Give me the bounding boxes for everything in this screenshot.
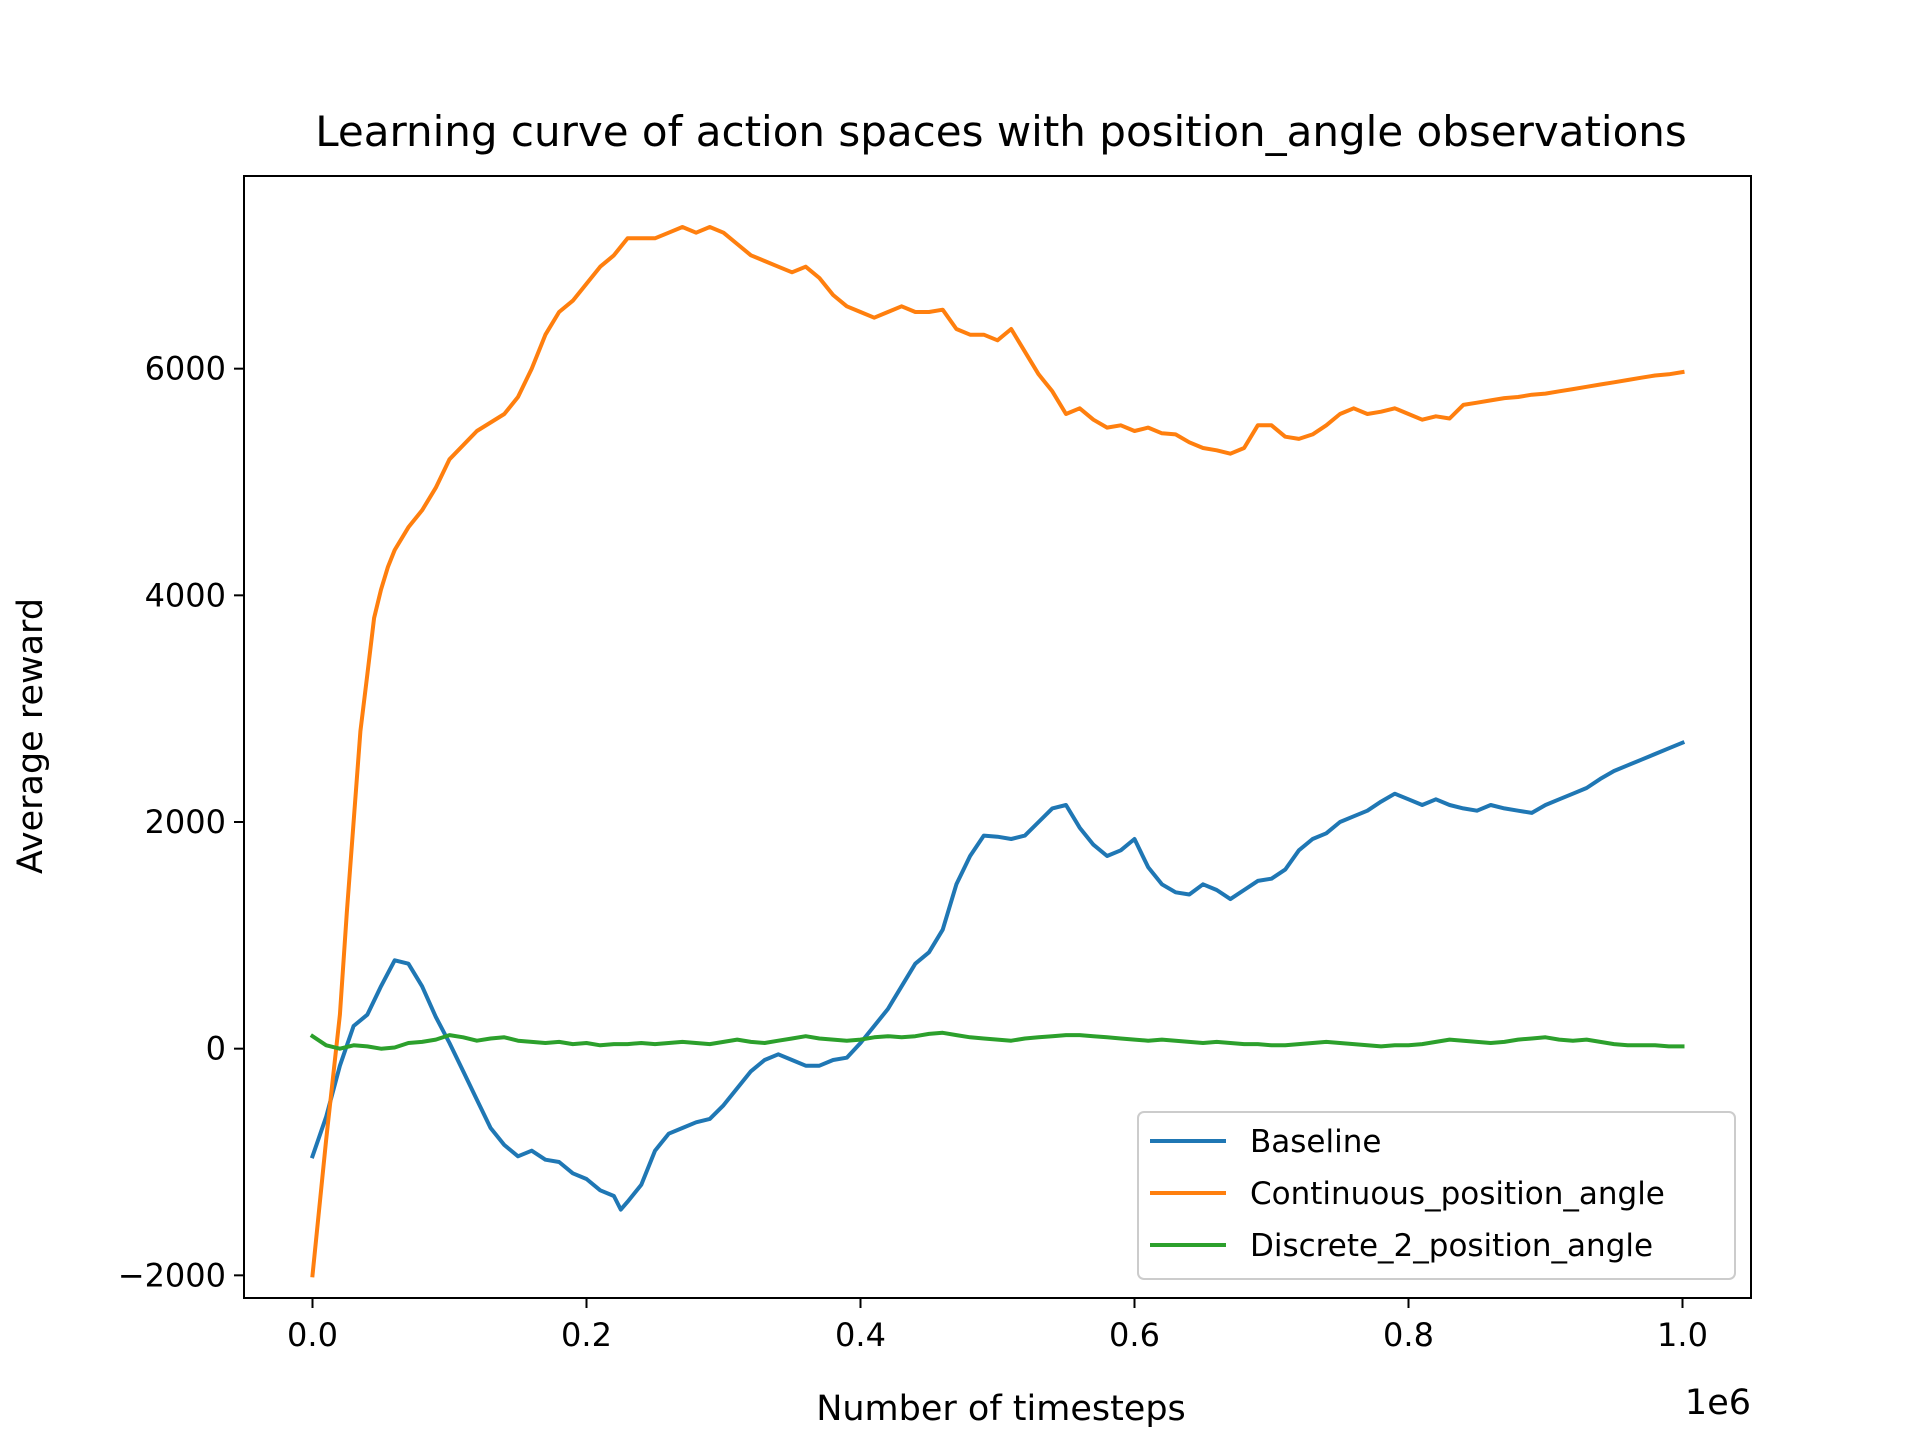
- y-tick-label: 4000: [145, 576, 226, 614]
- x-tick-label: 0.0: [287, 1316, 338, 1354]
- plot-frame: [243, 175, 1752, 1299]
- legend-label-continuous: Continuous_position_angle: [1250, 1176, 1665, 1212]
- legend: Baseline Continuous_position_angle Discr…: [1137, 1111, 1736, 1280]
- x-axis-offset-label: 1e6: [1685, 1383, 1751, 1423]
- legend-box: [1137, 1111, 1736, 1280]
- x-tick-label: 0.2: [561, 1316, 612, 1354]
- y-axis: −2000 0 2000 4000 6000: [118, 350, 244, 1294]
- x-tick-label: 0.8: [1383, 1316, 1434, 1354]
- legend-label-discrete: Discrete_2_position_angle: [1250, 1228, 1653, 1264]
- y-axis-label: Average reward: [11, 598, 51, 874]
- plot-series: [309, 225, 1686, 1278]
- series-line-discrete-2-position-angle: [309, 1030, 1685, 1051]
- y-tick-label: 2000: [145, 803, 226, 841]
- x-tick-label: 0.6: [1109, 1316, 1160, 1354]
- series-line-baseline: [309, 740, 1686, 1212]
- x-tick-label: 0.4: [835, 1316, 886, 1354]
- chart-title: Learning curve of action spaces with pos…: [315, 107, 1687, 156]
- y-tick-label: −2000: [118, 1256, 226, 1294]
- x-axis: 0.0 0.2 0.4 0.6 0.8 1.0: [287, 1298, 1708, 1354]
- legend-label-baseline: Baseline: [1250, 1124, 1381, 1160]
- x-axis-label: Number of timesteps: [816, 1389, 1186, 1429]
- x-tick-label: 1.0: [1657, 1316, 1708, 1354]
- y-tick-label: 6000: [145, 350, 226, 388]
- y-tick-label: 0: [206, 1030, 226, 1068]
- series-line-continuous-position-angle: [310, 225, 1685, 1278]
